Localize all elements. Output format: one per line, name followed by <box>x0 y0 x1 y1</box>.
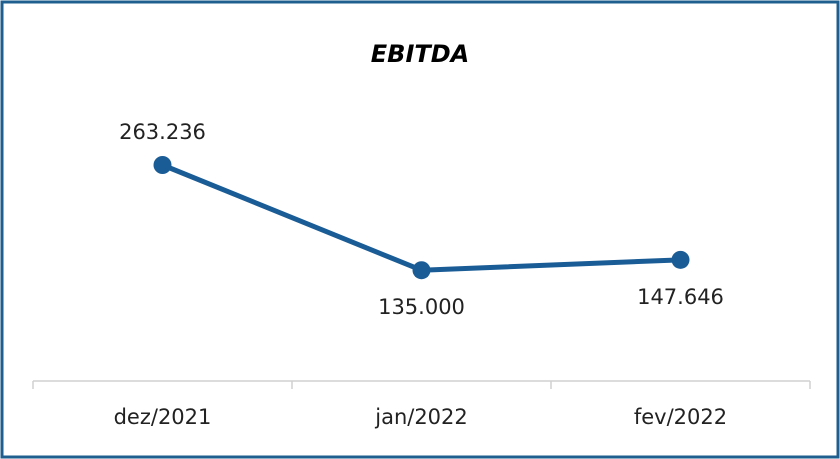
data-label: 263.236 <box>119 120 206 144</box>
data-label: 135.000 <box>378 295 465 319</box>
x-tick-label: jan/2022 <box>374 405 468 429</box>
point <box>412 261 431 280</box>
x-tick-label: dez/2021 <box>114 405 212 429</box>
chart-title: EBITDA <box>371 40 469 68</box>
data-label: 147.646 <box>637 285 724 309</box>
point <box>671 250 690 269</box>
point <box>153 156 172 174</box>
x-tick-label: fev/2022 <box>634 405 727 429</box>
